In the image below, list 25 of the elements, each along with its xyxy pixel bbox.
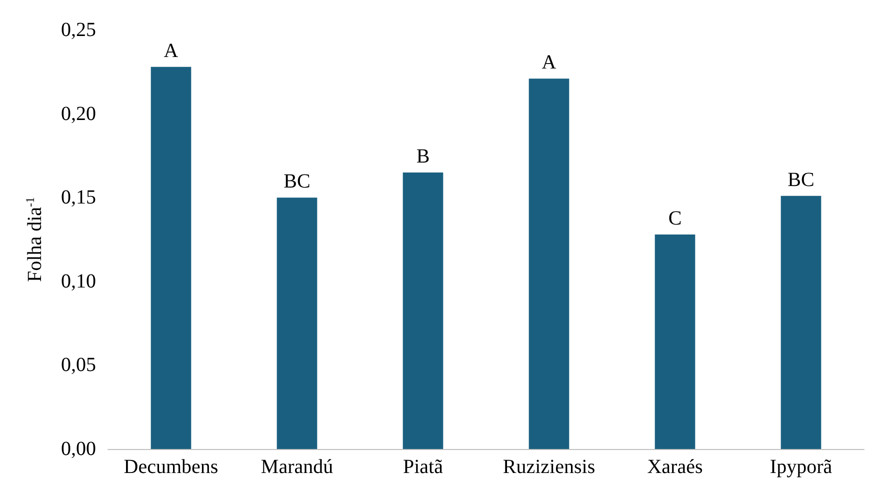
y-tick-label: 0,10 (61, 270, 96, 292)
y-tick-label: 0,00 (61, 438, 96, 460)
y-tick-label: 0,20 (61, 102, 96, 125)
x-tick-label: Ruziziensis (502, 456, 596, 478)
bar (780, 196, 822, 449)
annotation: BC (284, 170, 310, 193)
y-axis-title: Folha dia-1 (23, 197, 46, 282)
annotation: A (542, 52, 557, 74)
bar (276, 198, 318, 449)
x-tick-label: Ipyporã (770, 456, 832, 478)
annotation: B (416, 145, 430, 168)
bar (528, 78, 570, 449)
annotation: A (164, 40, 179, 62)
y-tick-label: 0,05 (61, 354, 96, 376)
x-tick-label: Marandú (260, 456, 334, 478)
x-tick-label: Xaraés (647, 456, 703, 478)
x-tick-label: Piatã (403, 456, 444, 478)
y-tick-label: 0,15 (61, 186, 96, 209)
bar (654, 234, 696, 449)
bar (150, 66, 192, 449)
annotation: C (668, 207, 682, 230)
x-tick-label: Decumbens (124, 456, 218, 478)
y-tick-label: 0,25 (61, 19, 96, 41)
annotation: BC (788, 168, 814, 191)
bar (402, 172, 444, 449)
